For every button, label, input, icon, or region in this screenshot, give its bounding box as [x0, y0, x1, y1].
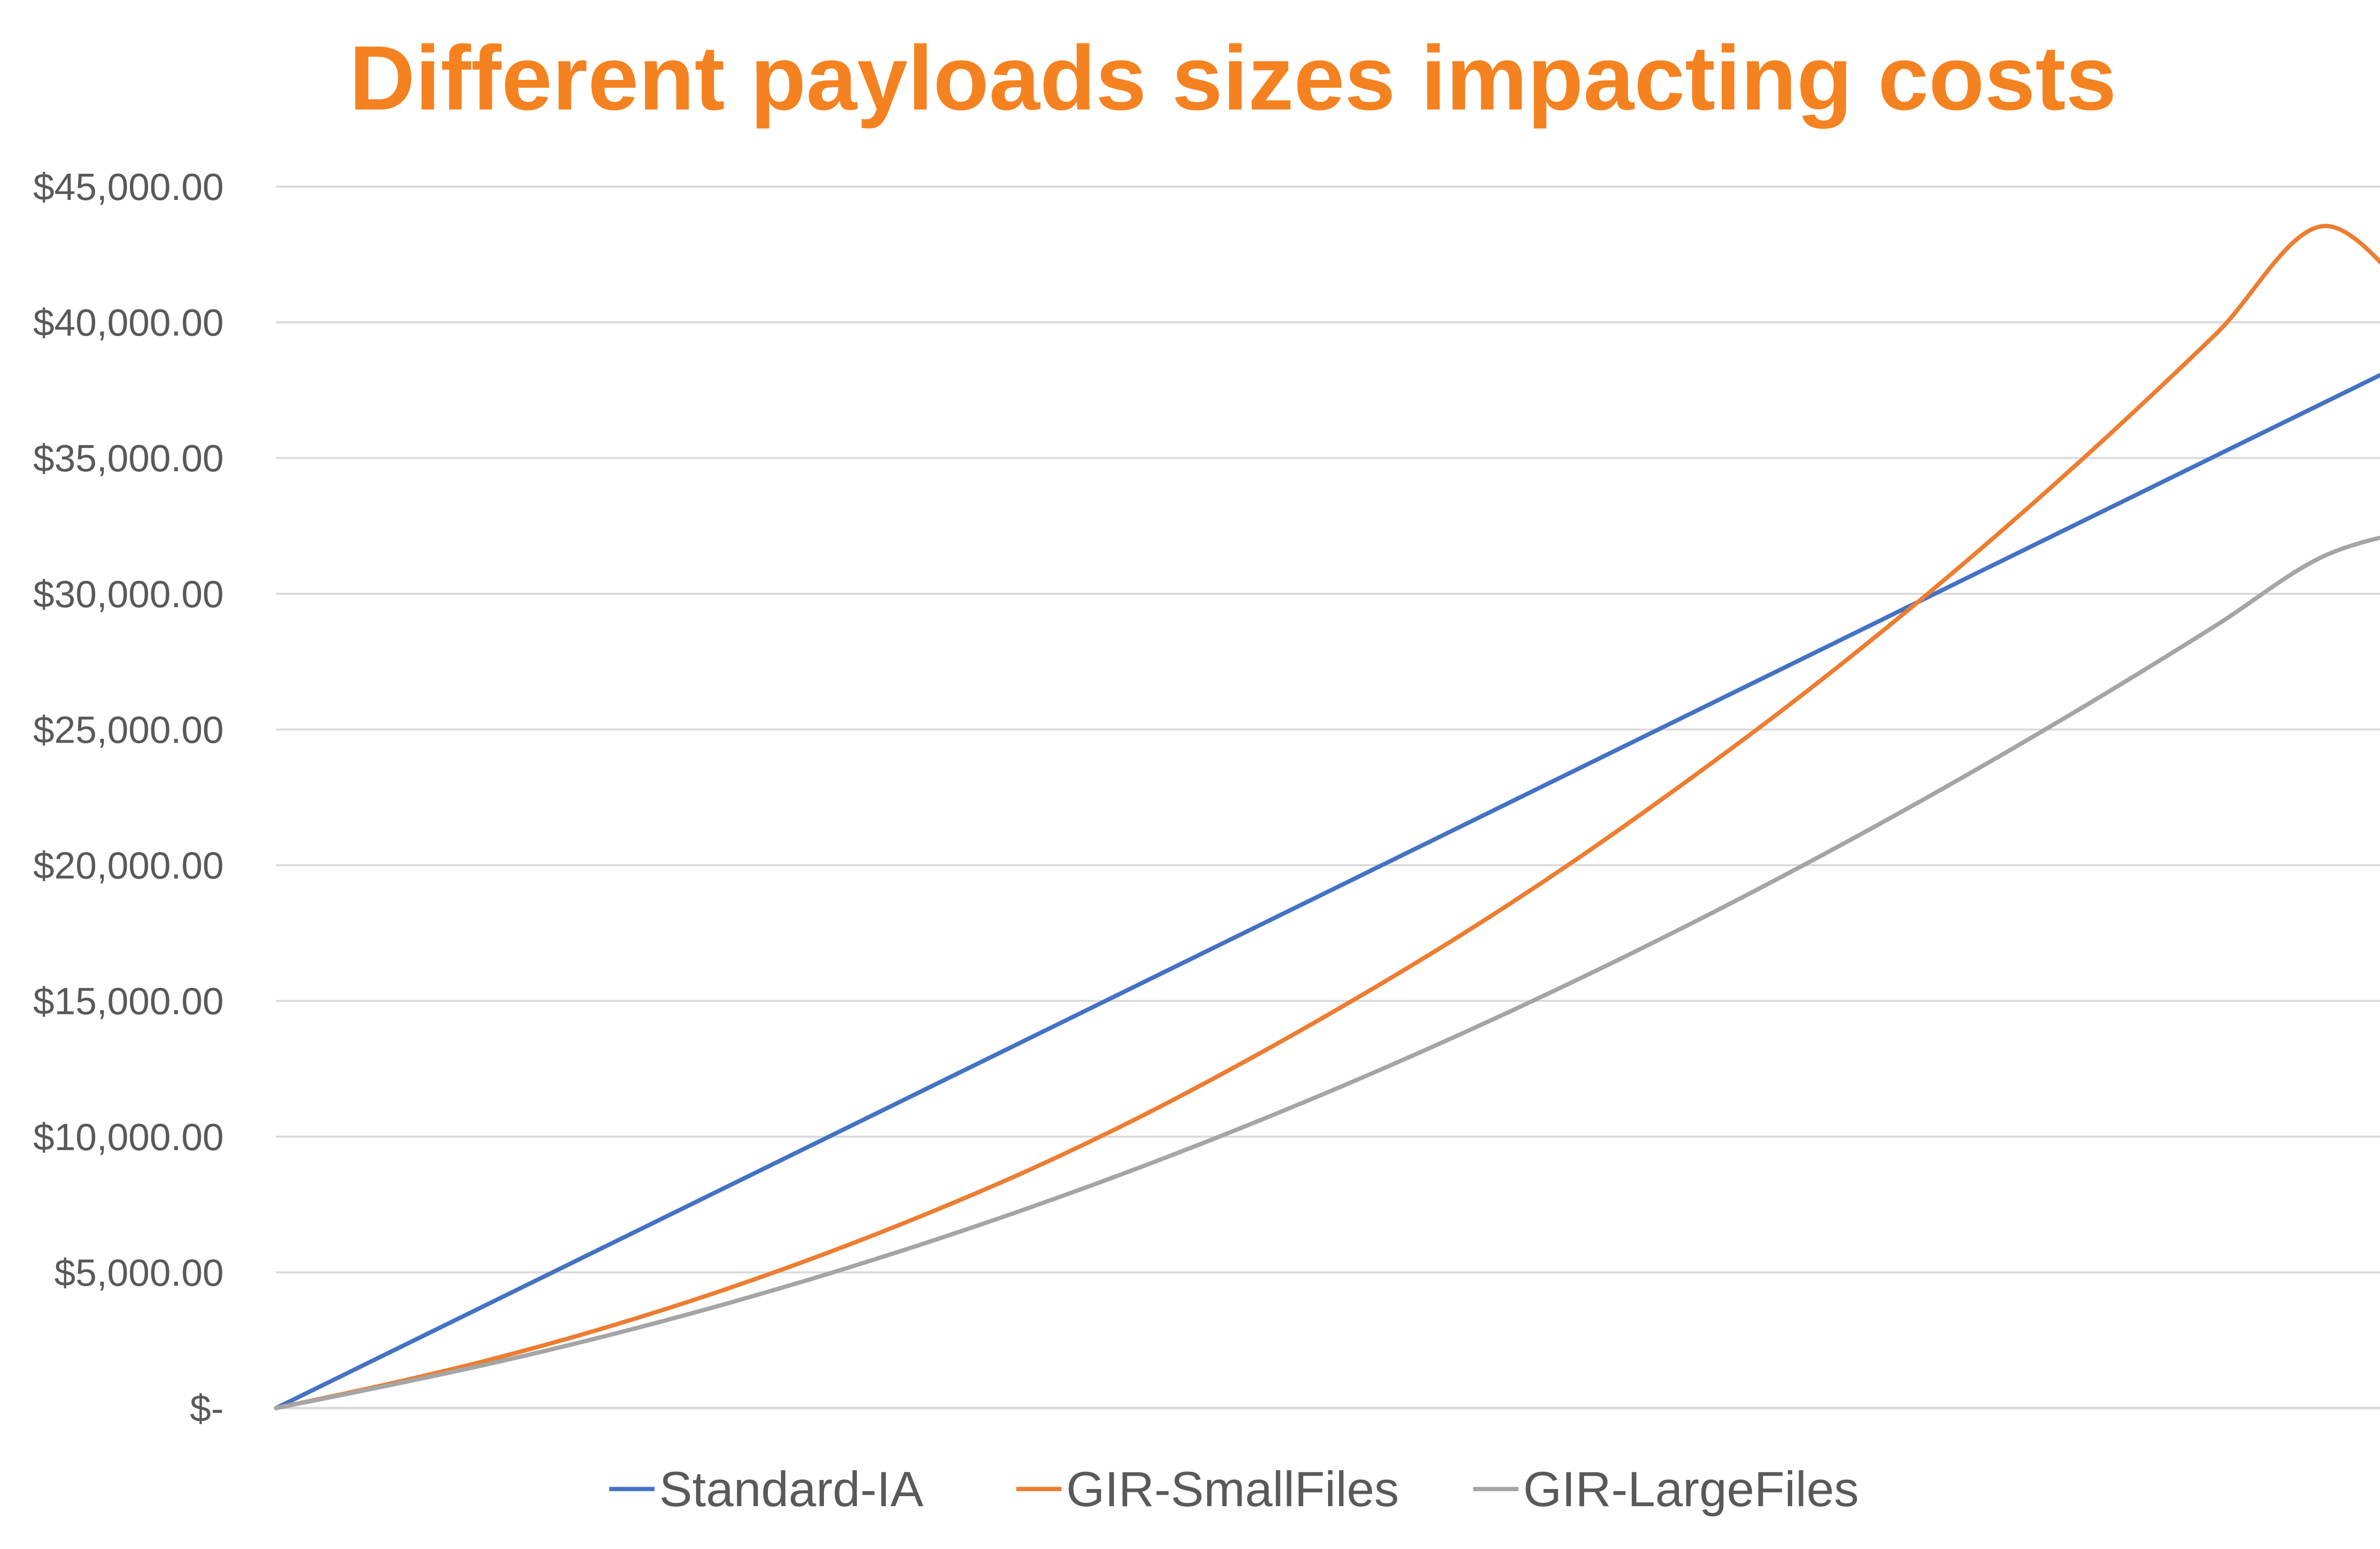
y-tick-label: $- — [190, 1387, 224, 1430]
y-tick-label: $25,000.00 — [33, 708, 224, 751]
y-tick-label: $15,000.00 — [33, 980, 224, 1023]
legend-label: GIR-LargeFiles — [1523, 1462, 1859, 1517]
y-tick-label: $10,000.00 — [33, 1116, 224, 1158]
chart-title: Different payloads sizes impacting costs — [349, 27, 2116, 129]
y-tick-label: $35,000.00 — [33, 437, 224, 479]
series-line-standard-ia — [274, 373, 2380, 1410]
gridlines — [276, 186, 2380, 1410]
legend-label: Standard-IA — [659, 1462, 924, 1517]
y-axis-tick-labels: $- $5,000.00 $10,000.00 $15,000.00 $20,000.0… — [33, 166, 224, 1430]
y-tick-label: $20,000.00 — [33, 844, 224, 887]
legend: Standard-IA GIR-SmallFiles GIR-LargeFiles — [609, 1462, 1859, 1517]
series-line-gir-largefiles — [274, 536, 2380, 1410]
legend-label: GIR-SmallFiles — [1066, 1462, 1399, 1517]
y-tick-label: $5,000.00 — [54, 1251, 224, 1294]
y-tick-label: $30,000.00 — [33, 573, 224, 615]
y-tick-label: $45,000.00 — [33, 166, 224, 208]
series-lines — [274, 224, 2380, 1410]
y-tick-label: $40,000.00 — [33, 301, 224, 344]
series-line-gir-smallfiles — [274, 224, 2380, 1410]
